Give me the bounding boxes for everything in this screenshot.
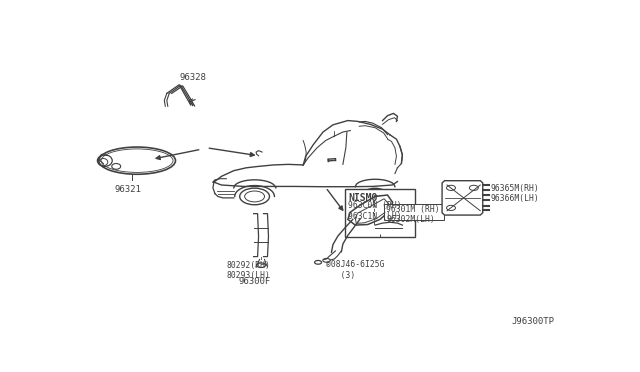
Bar [384, 203, 444, 220]
Text: 96300F: 96300F [239, 277, 271, 286]
Polygon shape [348, 195, 392, 225]
Text: 96321: 96321 [115, 185, 141, 194]
Text: 96328: 96328 [179, 73, 206, 82]
Text: 96301M (RH)
96302M(LH): 96301M (RH) 96302M(LH) [386, 205, 440, 224]
Polygon shape [355, 199, 389, 223]
Ellipse shape [99, 147, 175, 174]
Text: 963C0N (RH)
963C1N (LH): 963C0N (RH) 963C1N (LH) [348, 201, 402, 221]
Text: NISMO: NISMO [348, 193, 378, 203]
Bar [346, 189, 415, 237]
Polygon shape [442, 181, 483, 215]
Text: ®08J46-6I25G
   (3): ®08J46-6I25G (3) [326, 260, 384, 280]
Text: J96300TP: J96300TP [511, 317, 554, 326]
Text: 96365M(RH)
96366M(LH): 96365M(RH) 96366M(LH) [491, 183, 540, 203]
Text: 80292(RH)
80293(LH): 80292(RH) 80293(LH) [227, 261, 270, 280]
